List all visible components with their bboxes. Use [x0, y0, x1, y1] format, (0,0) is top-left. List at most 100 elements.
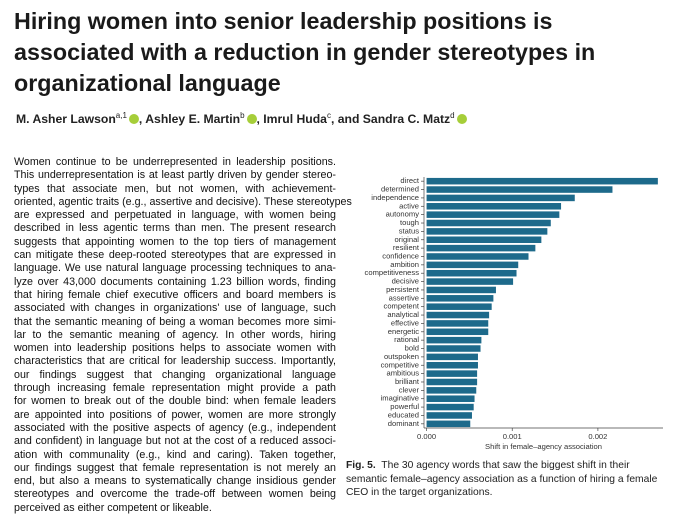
author-name: Ashley E. Martin — [145, 112, 241, 127]
abstract-line: stereotypes and overcome the trade-off b… — [14, 488, 336, 501]
y-tick-label: outspoken — [384, 352, 419, 361]
bar — [426, 211, 560, 218]
y-tick-label: determined — [381, 185, 419, 194]
y-tick-label: educated — [388, 410, 419, 419]
bar — [426, 261, 519, 269]
y-tick-label: energetic — [388, 327, 419, 336]
abstract-line: for women to break out of the double bin… — [14, 395, 336, 408]
orcid-icon — [246, 114, 257, 125]
abstract-line: language. We use natural language proces… — [14, 262, 336, 275]
y-tick-label: powerful — [390, 402, 419, 411]
abstract-line: lyze over 43,000 documents containing 1.… — [14, 275, 336, 288]
author-affiliation: d — [450, 111, 455, 120]
bar — [426, 403, 474, 411]
author-name: Sandra C. Matz — [362, 112, 451, 127]
bar — [426, 361, 478, 369]
abstract-line: our findings suggest that changing organ… — [14, 368, 336, 381]
y-tick-label: analytical — [387, 310, 419, 319]
abstract-line: perceived as either competent or likeabl… — [14, 501, 212, 514]
abstract-line: associated with the positive aspects of … — [14, 421, 336, 434]
bar — [426, 194, 575, 202]
caption-text: The 30 agency words that saw the biggest… — [346, 460, 658, 498]
bar — [426, 412, 472, 419]
author-list: M. Asher Lawsona,1, Ashley E. Martinb, I… — [16, 111, 467, 126]
abstract-line: and confident) in language but not at th… — [14, 435, 336, 448]
bar — [426, 378, 478, 386]
y-tick-label: competitive — [381, 360, 419, 369]
orcid-icon — [456, 114, 467, 125]
abstract-line: types that associate men, but not women,… — [14, 182, 336, 195]
y-tick-label: effective — [391, 318, 419, 327]
title-line: associated with a reduction in gender st… — [14, 39, 596, 65]
y-tick-label: rational — [394, 335, 419, 344]
abstract-line: can mitigate these deep-rooted stereotyp… — [14, 249, 336, 262]
bar — [426, 328, 489, 336]
abstract-line: suggests that appointing women to the to… — [14, 235, 336, 248]
y-tick-label: imaginative — [381, 394, 419, 403]
bar — [426, 219, 551, 227]
orcid-icon — [128, 114, 139, 125]
bar — [426, 286, 496, 294]
abstract-line: women into leadership positions helps to… — [14, 342, 336, 355]
bar — [426, 387, 477, 394]
figure-label: Fig. 5. — [346, 460, 376, 471]
y-tick-label: bold — [405, 344, 419, 353]
y-tick-label: clever — [399, 385, 420, 394]
author-affiliation: b — [240, 111, 245, 120]
abstract-line: lar to the semantic meaning of agency. I… — [14, 328, 336, 341]
x-tick-label: 0.000 — [417, 432, 436, 441]
abstract-line: oriented, agentic traits (e.g., assertiv… — [14, 195, 352, 208]
bar — [426, 303, 492, 310]
bar — [426, 295, 494, 302]
bar — [426, 345, 481, 352]
bar — [426, 395, 475, 402]
author-affiliation: c — [326, 111, 331, 120]
abstract-line: are appointed into positions of power, w… — [14, 408, 336, 421]
bar — [426, 203, 562, 210]
y-tick-label: brilliant — [395, 377, 420, 386]
y-tick-label: status — [399, 226, 419, 235]
bar — [426, 253, 529, 260]
bar — [426, 278, 514, 285]
abstract-line: This underrepresentation is at least par… — [14, 169, 336, 182]
abstract-line: end, but also a means to systematically … — [14, 475, 336, 488]
y-tick-label: active — [399, 201, 419, 210]
abstract-line: ation with communality (e.g., kind and c… — [14, 448, 336, 461]
author-separator: , — [256, 112, 264, 127]
y-tick-label: persistent — [386, 285, 420, 294]
y-tick-label: ambitious — [387, 369, 420, 378]
author-name: Imrul Huda — [263, 112, 327, 127]
abstract-line: through increasing female representation… — [14, 382, 336, 395]
y-tick-label: direct — [400, 176, 419, 185]
y-tick-label: decisive — [392, 277, 419, 286]
abstract-line: associated with changes in organizations… — [14, 302, 336, 315]
y-tick-label: tough — [400, 218, 419, 227]
bar — [426, 370, 478, 377]
y-tick-label: ambition — [390, 260, 419, 269]
bar — [426, 336, 482, 344]
author-separator: , — [138, 112, 146, 127]
bar — [426, 236, 542, 244]
bar — [426, 320, 489, 327]
author-separator: , and — [330, 112, 363, 127]
abstract-line: that the semantic meaning of being a wom… — [14, 315, 336, 328]
abstract-line: are expressed and perpetuated in languag… — [14, 209, 336, 222]
bar — [426, 228, 548, 235]
x-tick-label: 0.001 — [503, 432, 522, 441]
abstract-line: our findings suggest that female represe… — [14, 461, 336, 474]
bar — [426, 420, 471, 428]
y-tick-label: dominant — [388, 419, 420, 428]
abstract-line: described in less agentic terms than men… — [14, 222, 336, 235]
y-tick-label: competent — [384, 302, 420, 311]
y-tick-label: competitiveness — [365, 268, 420, 277]
author-name: M. Asher Lawson — [16, 112, 116, 127]
y-tick-label: original — [395, 235, 420, 244]
y-tick-label: independence — [371, 193, 419, 202]
bar — [426, 186, 613, 193]
abstract-line: characteristics that are critical for le… — [14, 355, 336, 368]
bar — [426, 177, 658, 185]
abstract-line: Women continue to be underrepresented in… — [14, 156, 336, 168]
x-tick-label: 0.002 — [588, 432, 607, 441]
